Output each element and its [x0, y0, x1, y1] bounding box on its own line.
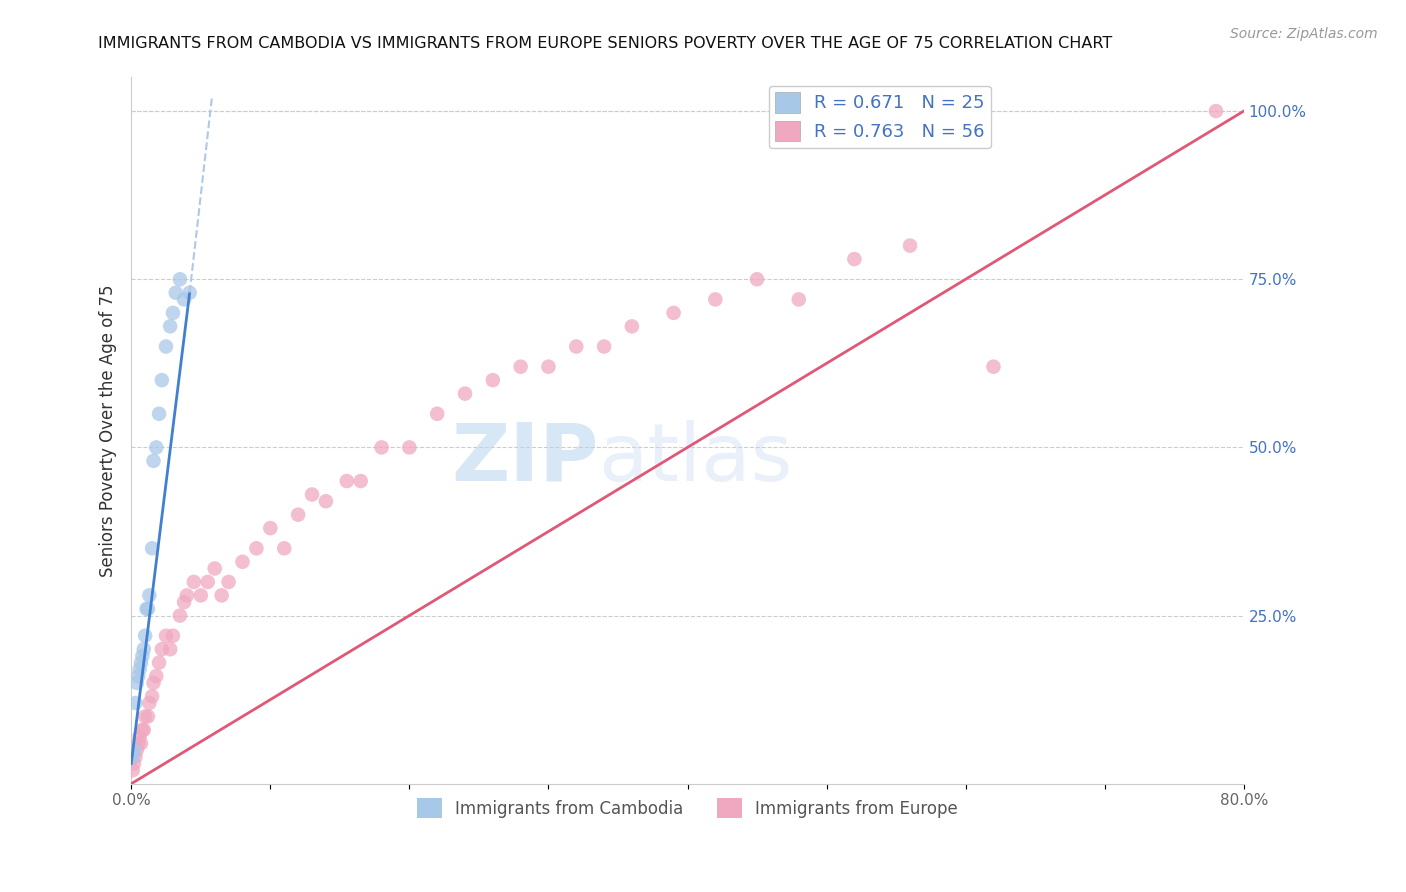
Point	[336, 474, 359, 488]
Point	[129, 736, 152, 750]
Point	[155, 339, 177, 353]
Point	[138, 696, 160, 710]
Point	[150, 642, 173, 657]
Text: atlas: atlas	[599, 420, 793, 498]
Point	[129, 656, 152, 670]
Point	[128, 730, 150, 744]
Point	[121, 749, 143, 764]
Point	[135, 602, 157, 616]
Point	[122, 756, 145, 771]
Point	[745, 272, 768, 286]
Legend: Immigrants from Cambodia, Immigrants from Europe: Immigrants from Cambodia, Immigrants fro…	[411, 791, 965, 825]
Point	[134, 629, 156, 643]
Point	[122, 743, 145, 757]
Point	[787, 293, 810, 307]
Point	[173, 595, 195, 609]
Point	[124, 696, 146, 710]
Point	[132, 723, 155, 737]
Point	[136, 602, 159, 616]
Point	[190, 588, 212, 602]
Point	[844, 252, 866, 266]
Point	[125, 676, 148, 690]
Point	[301, 487, 323, 501]
Point	[148, 407, 170, 421]
Point	[620, 319, 643, 334]
Point	[218, 574, 240, 589]
Point	[150, 373, 173, 387]
Point	[537, 359, 560, 374]
Point	[898, 238, 921, 252]
Point	[148, 656, 170, 670]
Point	[142, 454, 165, 468]
Point	[141, 541, 163, 556]
Point	[131, 723, 153, 737]
Point	[370, 441, 392, 455]
Point	[287, 508, 309, 522]
Point	[162, 306, 184, 320]
Point	[128, 662, 150, 676]
Point	[179, 285, 201, 300]
Point	[204, 561, 226, 575]
Point	[482, 373, 505, 387]
Point	[398, 441, 420, 455]
Point	[134, 709, 156, 723]
Point	[197, 574, 219, 589]
Point	[159, 642, 181, 657]
Point	[176, 588, 198, 602]
Point	[138, 588, 160, 602]
Point	[259, 521, 281, 535]
Point	[173, 293, 195, 307]
Point	[245, 541, 267, 556]
Point	[162, 629, 184, 643]
Point	[426, 407, 449, 421]
Point	[593, 339, 616, 353]
Point	[145, 669, 167, 683]
Point	[509, 359, 531, 374]
Point	[121, 764, 143, 778]
Point	[159, 319, 181, 334]
Point	[231, 555, 253, 569]
Point	[165, 285, 187, 300]
Text: IMMIGRANTS FROM CAMBODIA VS IMMIGRANTS FROM EUROPE SENIORS POVERTY OVER THE AGE : IMMIGRANTS FROM CAMBODIA VS IMMIGRANTS F…	[98, 36, 1112, 51]
Point	[273, 541, 295, 556]
Point	[125, 743, 148, 757]
Text: ZIP: ZIP	[451, 420, 599, 498]
Point	[662, 306, 685, 320]
Point	[169, 608, 191, 623]
Point	[169, 272, 191, 286]
Point	[124, 749, 146, 764]
Point	[131, 648, 153, 663]
Point	[141, 690, 163, 704]
Point	[350, 474, 373, 488]
Point	[704, 293, 727, 307]
Point	[315, 494, 337, 508]
Point	[132, 642, 155, 657]
Point	[454, 386, 477, 401]
Point	[565, 339, 588, 353]
Point	[145, 441, 167, 455]
Y-axis label: Seniors Poverty Over the Age of 75: Seniors Poverty Over the Age of 75	[100, 285, 117, 577]
Point	[211, 588, 233, 602]
Point	[136, 709, 159, 723]
Point	[155, 629, 177, 643]
Text: Source: ZipAtlas.com: Source: ZipAtlas.com	[1230, 27, 1378, 41]
Point	[127, 736, 149, 750]
Point	[127, 669, 149, 683]
Point	[983, 359, 1005, 374]
Point	[1205, 104, 1227, 119]
Point	[183, 574, 205, 589]
Point	[142, 676, 165, 690]
